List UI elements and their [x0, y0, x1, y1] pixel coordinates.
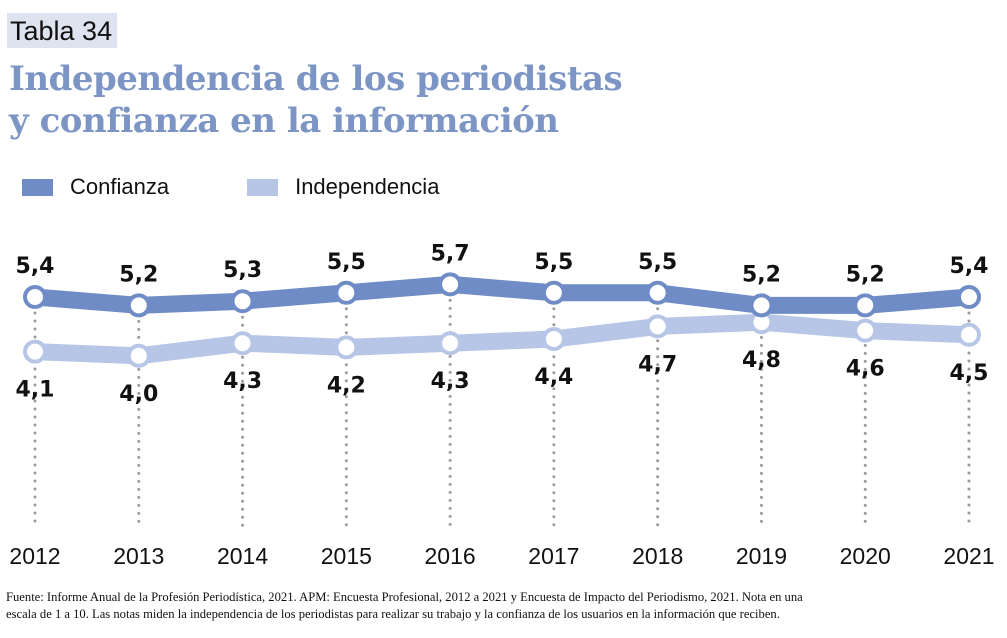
x-tick-label-2014: 2014	[217, 543, 268, 569]
data-label-confianza-2021: 5,4	[950, 254, 989, 279]
source-note-line-1: Fuente: Informe Anual de la Profesión Pe…	[6, 590, 803, 604]
series-line-independencia	[34, 313, 970, 365]
source-note-line-2: escala de 1 a 10. Las notas miden la ind…	[6, 607, 780, 621]
point-independencia-2021	[957, 322, 981, 347]
data-label-independencia-2012: 4,1	[16, 378, 55, 403]
data-label-confianza-2019: 5,2	[742, 262, 781, 287]
point-independencia-2017	[541, 327, 566, 351]
x-tick-label-2021: 2021	[943, 543, 994, 569]
legend-swatch-confianza	[22, 178, 53, 196]
data-label-confianza-2014: 5,3	[223, 258, 262, 283]
point-confianza-2016	[438, 272, 463, 297]
title-line-1: Independencia de los periodistas	[9, 59, 623, 99]
x-tick-label-2017: 2017	[528, 543, 579, 569]
point-confianza-2020	[853, 293, 878, 318]
point-confianza-2017	[541, 280, 566, 305]
point-confianza-2021	[957, 285, 981, 309]
data-label-independencia-2017: 4,4	[534, 365, 573, 390]
table-number-tag: Tabla 34	[7, 13, 118, 48]
point-independencia-2014	[230, 331, 255, 356]
legend: Confianza Independencia	[22, 174, 517, 200]
legend-item-independencia: Independencia	[247, 174, 439, 200]
point-confianza-2014	[230, 289, 255, 314]
legend-label-confianza: Confianza	[70, 174, 170, 199]
point-confianza-2018	[645, 280, 670, 305]
point-independencia-2020	[853, 318, 878, 343]
point-confianza-2019	[749, 293, 774, 318]
x-tick-label-2018: 2018	[632, 543, 683, 569]
x-tick-label-2016: 2016	[425, 543, 476, 569]
data-label-confianza-2018: 5,5	[638, 250, 677, 275]
point-independencia-2015	[334, 335, 359, 360]
data-label-independencia-2021: 4,5	[950, 361, 989, 386]
source-note: Fuente: Informe Anual de la Profesión Pe…	[6, 589, 1006, 623]
legend-swatch-independencia	[247, 178, 279, 196]
point-independencia-2013	[126, 343, 151, 368]
legend-label-independencia: Independencia	[295, 174, 440, 199]
point-independencia-2016	[438, 331, 463, 356]
point-independencia-2018	[645, 314, 670, 339]
data-label-independencia-2018: 4,7	[638, 352, 677, 377]
title-line-2: y confianza en la información	[9, 101, 559, 141]
data-label-independencia-2019: 4,8	[742, 348, 781, 373]
data-label-independencia-2014: 4,3	[223, 369, 262, 394]
x-tick-label-2013: 2013	[113, 543, 164, 569]
data-label-confianza-2013: 5,2	[119, 262, 158, 287]
x-tick-label-2015: 2015	[321, 543, 372, 569]
data-label-independencia-2015: 4,2	[327, 373, 366, 398]
data-label-independencia-2020: 4,6	[846, 357, 885, 382]
point-confianza-2015	[334, 280, 359, 305]
data-label-confianza-2017: 5,5	[534, 250, 573, 275]
point-independencia-2012	[23, 339, 47, 364]
data-label-confianza-2012: 5,4	[16, 254, 55, 279]
data-label-confianza-2020: 5,2	[846, 262, 885, 287]
data-label-confianza-2016: 5,7	[431, 241, 470, 266]
legend-item-confianza: Confianza	[22, 174, 169, 200]
series-line-confianza	[34, 275, 970, 314]
data-label-confianza-2015: 5,5	[327, 250, 366, 275]
point-confianza-2012	[23, 285, 47, 309]
data-label-independencia-2016: 4,3	[431, 369, 470, 394]
x-tick-label-2012: 2012	[9, 543, 60, 569]
point-confianza-2013	[126, 293, 151, 318]
x-tick-label-2019: 2019	[736, 543, 787, 569]
x-tick-label-2020: 2020	[840, 543, 891, 569]
data-label-independencia-2013: 4,0	[119, 382, 158, 407]
chart-title: Independencia de los periodistas y confi…	[9, 58, 623, 142]
